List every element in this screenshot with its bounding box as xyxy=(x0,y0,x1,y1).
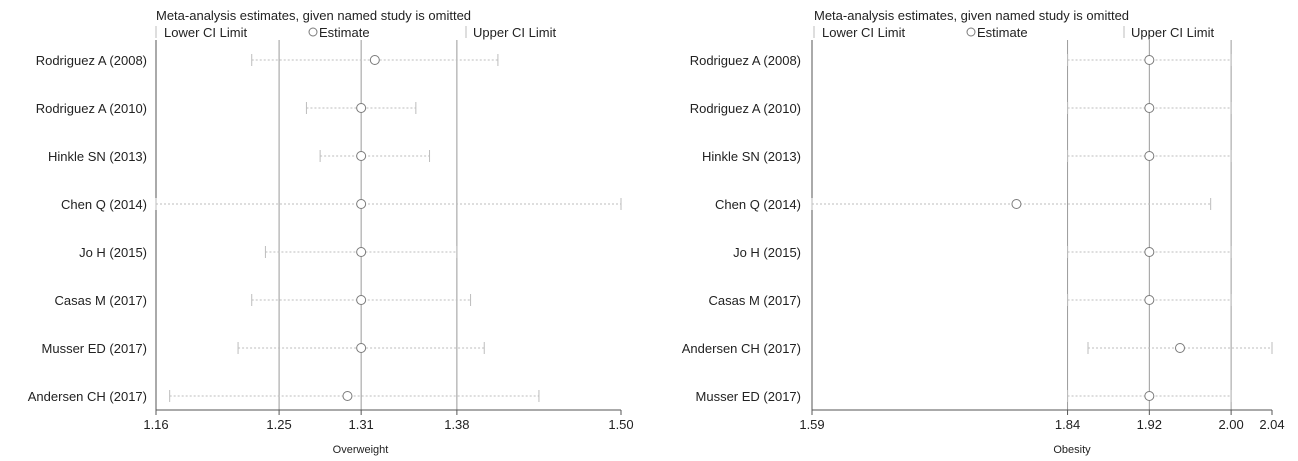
study-row: Casas M (2017) xyxy=(55,293,472,308)
study-row: Musser ED (2017) xyxy=(42,341,485,356)
estimate-marker xyxy=(1175,343,1185,353)
study-label: Casas M (2017) xyxy=(55,293,147,308)
study-row: Andersen CH (2017) xyxy=(28,389,540,404)
legend-estimate-label: Estimate xyxy=(319,25,370,40)
study-row: Rodriguez A (2008) xyxy=(36,53,499,68)
estimate-marker xyxy=(356,247,367,257)
x-tick-label: 1.84 xyxy=(1055,417,1080,432)
study-row: Hinkle SN (2013) xyxy=(48,149,431,164)
study-row: Jo H (2015) xyxy=(733,245,1232,260)
estimate-marker xyxy=(356,343,367,353)
estimate-marker xyxy=(356,199,367,209)
x-tick-label: 2.00 xyxy=(1218,417,1243,432)
x-tick-label: 1.50 xyxy=(608,417,633,432)
study-label: Casas M (2017) xyxy=(709,293,801,308)
study-row: Andersen CH (2017) xyxy=(682,341,1273,356)
x-tick-label: 1.92 xyxy=(1137,417,1162,432)
study-label: Rodriguez A (2010) xyxy=(36,101,147,116)
chart-title: Meta-analysis estimates, given named stu… xyxy=(156,8,471,23)
legend: Lower CI Limit Estimate Upper CI Limit xyxy=(813,25,1214,40)
legend-estimate-swatch xyxy=(966,27,976,37)
study-row: Hinkle SN (2013) xyxy=(702,149,1232,164)
study-row: Rodriguez A (2008) xyxy=(690,53,1232,68)
x-tick-label: 1.31 xyxy=(348,417,373,432)
forest-panel-2: Meta-analysis estimates, given named stu… xyxy=(682,8,1285,456)
study-label: Musser ED (2017) xyxy=(696,389,801,404)
legend: Lower CI Limit Estimate Upper CI Limit xyxy=(155,25,556,40)
estimate-marker xyxy=(369,55,380,65)
legend-lower-ci-label: Lower CI Limit xyxy=(822,25,905,40)
forest-panel-1: Meta-analysis estimates, given named stu… xyxy=(28,8,634,456)
study-label: Chen Q (2014) xyxy=(715,197,801,212)
study-label: Jo H (2015) xyxy=(733,245,801,260)
x-tick-label: 1.38 xyxy=(444,417,469,432)
estimate-marker xyxy=(356,295,367,305)
legend-estimate-label: Estimate xyxy=(977,25,1028,40)
study-row: Chen Q (2014) xyxy=(715,197,1212,212)
estimate-marker xyxy=(1144,103,1155,113)
study-label: Andersen CH (2017) xyxy=(28,389,147,404)
legend-lower-ci-label: Lower CI Limit xyxy=(164,25,247,40)
study-label: Hinkle SN (2013) xyxy=(48,149,147,164)
x-axis-label: Obesity xyxy=(1053,444,1091,456)
study-label: Musser ED (2017) xyxy=(42,341,147,356)
x-tick-label: 1.16 xyxy=(143,417,168,432)
study-label: Hinkle SN (2013) xyxy=(702,149,801,164)
estimate-marker xyxy=(356,103,367,113)
legend-upper-ci-label: Upper CI Limit xyxy=(473,25,556,40)
x-tick-label: 2.04 xyxy=(1259,417,1284,432)
estimate-marker xyxy=(356,151,367,161)
estimate-marker xyxy=(1144,295,1155,305)
study-row: Jo H (2015) xyxy=(79,245,458,260)
study-row: Rodriguez A (2010) xyxy=(36,101,417,116)
study-label: Jo H (2015) xyxy=(79,245,147,260)
study-row: Casas M (2017) xyxy=(709,293,1232,308)
x-tick-label: 1.59 xyxy=(799,417,824,432)
study-label: Andersen CH (2017) xyxy=(682,341,801,356)
study-label: Rodriguez A (2008) xyxy=(690,53,801,68)
estimate-marker xyxy=(1144,151,1155,161)
estimate-marker xyxy=(1144,247,1155,257)
estimate-marker xyxy=(1144,55,1155,65)
legend-upper-ci-label: Upper CI Limit xyxy=(1131,25,1214,40)
study-label: Rodriguez A (2008) xyxy=(36,53,147,68)
x-axis-label: Overweight xyxy=(333,444,389,456)
estimate-marker xyxy=(342,391,353,401)
study-label: Rodriguez A (2010) xyxy=(690,101,801,116)
study-label: Chen Q (2014) xyxy=(61,197,147,212)
study-row: Musser ED (2017) xyxy=(696,389,1232,404)
study-row: Rodriguez A (2010) xyxy=(690,101,1232,116)
study-row: Chen Q (2014) xyxy=(61,197,622,212)
estimate-marker xyxy=(1144,391,1155,401)
legend-estimate-swatch xyxy=(308,27,318,37)
x-tick-label: 1.25 xyxy=(266,417,291,432)
estimate-marker xyxy=(1011,199,1022,209)
chart-title: Meta-analysis estimates, given named stu… xyxy=(814,8,1129,23)
